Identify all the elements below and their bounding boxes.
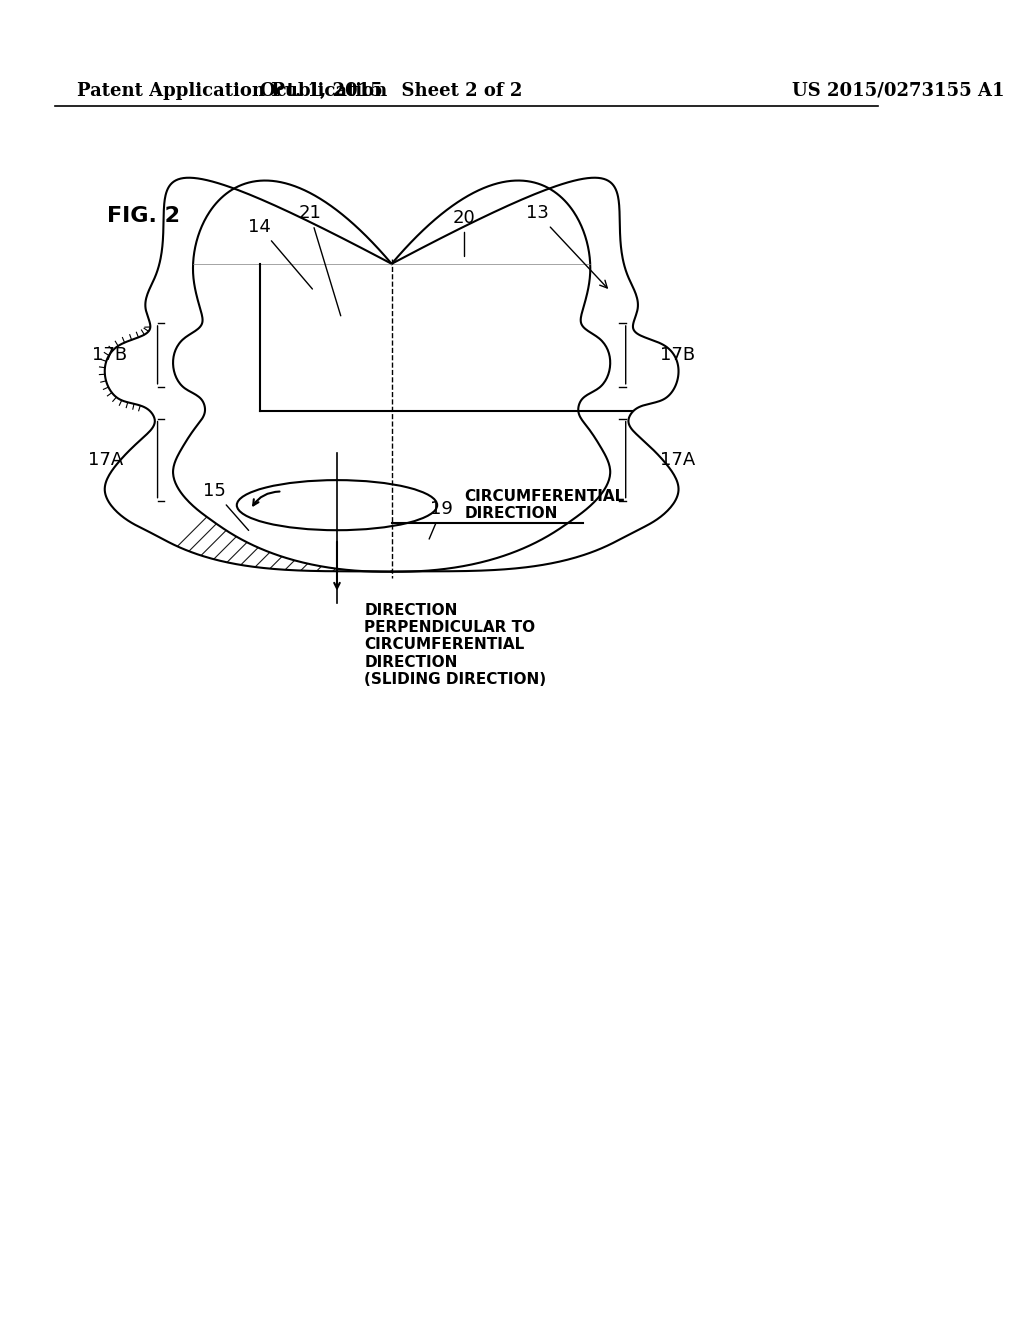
Text: DIRECTION
PERPENDICULAR TO
CIRCUMFERENTIAL
DIRECTION
(SLIDING DIRECTION): DIRECTION PERPENDICULAR TO CIRCUMFERENTI… [365, 603, 547, 688]
Text: 14: 14 [248, 218, 312, 289]
Text: FIG. 2: FIG. 2 [108, 206, 180, 226]
Text: 21: 21 [298, 205, 341, 315]
Text: 17B: 17B [660, 346, 695, 364]
Text: US 2015/0273155 A1: US 2015/0273155 A1 [793, 82, 1005, 100]
Text: 17A: 17A [88, 450, 123, 469]
Text: 17B: 17B [92, 346, 128, 364]
Text: Oct. 1, 2015   Sheet 2 of 2: Oct. 1, 2015 Sheet 2 of 2 [260, 82, 523, 100]
Text: 13: 13 [526, 205, 607, 288]
Text: Patent Application Publication: Patent Application Publication [78, 82, 388, 100]
Text: 19: 19 [429, 500, 454, 539]
Text: 17A: 17A [660, 450, 695, 469]
Text: CIRCUMFERENTIAL
DIRECTION: CIRCUMFERENTIAL DIRECTION [465, 488, 625, 521]
Text: 15: 15 [203, 482, 249, 531]
Text: 20: 20 [454, 209, 476, 256]
